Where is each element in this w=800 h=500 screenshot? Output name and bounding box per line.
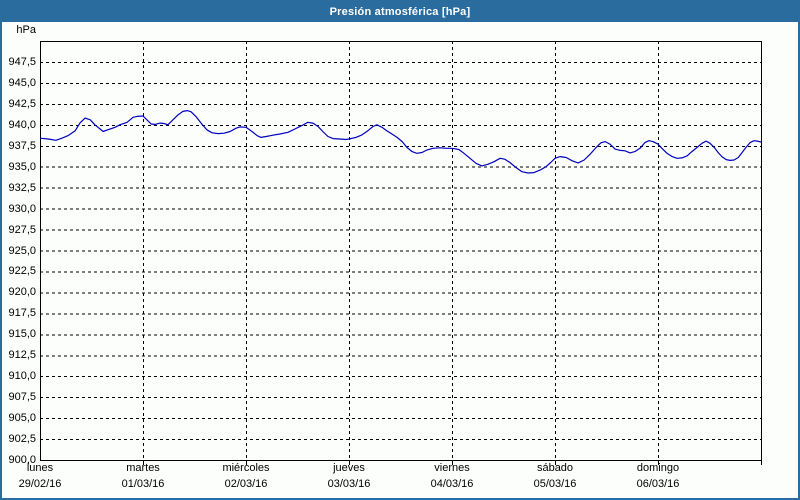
day-date: 06/03/16 bbox=[636, 478, 680, 490]
day-date: 04/03/16 bbox=[430, 478, 474, 490]
y-axis-tick-label: 910,0 bbox=[8, 370, 36, 383]
y-axis-tick-label: 915,0 bbox=[8, 328, 36, 341]
day-name: viernes bbox=[434, 462, 470, 474]
y-axis-tick-label: 922,5 bbox=[8, 265, 36, 278]
x-axis-day-label: martes 01/03/16 bbox=[93, 462, 193, 491]
day-date: 05/03/16 bbox=[533, 478, 577, 490]
y-axis-tick-label: 935,0 bbox=[8, 160, 36, 173]
x-axis-day-label: jueves 03/03/16 bbox=[299, 462, 399, 491]
day-date: 03/03/16 bbox=[327, 478, 371, 490]
day-name: martes bbox=[126, 462, 160, 474]
y-axis-tick-label: 937,5 bbox=[8, 139, 36, 152]
day-date: 29/02/16 bbox=[18, 478, 62, 490]
pressure-line bbox=[39, 109, 762, 174]
plot-border bbox=[40, 41, 762, 461]
x-axis-day-label: sábado 05/03/16 bbox=[505, 462, 605, 491]
y-axis-tick-label: 907,5 bbox=[8, 391, 36, 404]
y-axis-tick-label: 932,5 bbox=[8, 181, 36, 194]
title-bar: Presión atmosférica [hPa] bbox=[2, 2, 798, 22]
y-axis-tick-label: 905,0 bbox=[8, 412, 36, 425]
pressure-chart: hPa 947,5 945,0 942,5 940,0 937,5 935,0 932,5 9… bbox=[2, 22, 798, 498]
y-axis-tick-label: 902,5 bbox=[8, 433, 36, 446]
y-axis-tick-label: 925,0 bbox=[8, 244, 36, 257]
x-axis-day-label: viernes 04/03/16 bbox=[402, 462, 502, 491]
y-axis-tick-label: 930,0 bbox=[8, 202, 36, 215]
y-axis-tick-label: 912,5 bbox=[8, 349, 36, 362]
day-date: 02/03/16 bbox=[224, 478, 268, 490]
day-date: 01/03/16 bbox=[121, 478, 165, 490]
x-axis-day-label: miércoles 02/03/16 bbox=[196, 462, 296, 491]
day-name: miércoles bbox=[222, 462, 270, 474]
y-axis-tick-label: 920,0 bbox=[8, 286, 36, 299]
day-name: lunes bbox=[26, 462, 54, 474]
y-axis-unit-label: hPa bbox=[16, 24, 36, 36]
y-axis-tick-label: 945,0 bbox=[8, 76, 36, 89]
x-axis-day-label: domingo 06/03/16 bbox=[608, 462, 708, 491]
y-axis-tick-label: 900,0 bbox=[8, 454, 36, 466]
y-axis-tick-label: 942,5 bbox=[8, 97, 36, 110]
y-axis-tick-label: 917,5 bbox=[8, 307, 36, 320]
day-name: sábado bbox=[536, 462, 574, 474]
window-title: Presión atmosférica [hPa] bbox=[329, 6, 471, 18]
y-axis-tick-label: 947,5 bbox=[8, 55, 36, 68]
chart-canvas bbox=[39, 41, 762, 465]
y-axis-tick-label: 940,0 bbox=[8, 118, 36, 131]
y-axis-tick-label: 927,5 bbox=[8, 223, 36, 236]
day-name: jueves bbox=[333, 462, 365, 474]
day-name: domingo bbox=[636, 462, 680, 474]
x-axis-day-label: lunes 29/02/16 bbox=[2, 462, 90, 491]
